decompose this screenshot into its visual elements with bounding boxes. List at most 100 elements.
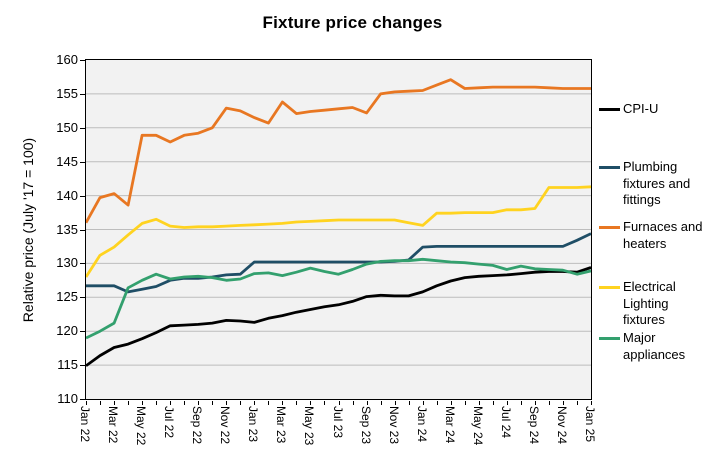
x-tick-mark-22 — [394, 401, 396, 405]
line-furnaces-heaters — [86, 78, 591, 224]
x-tick-label-sep-23: Sep 23 — [358, 406, 373, 445]
y-tick-label-160: 160 — [56, 52, 78, 67]
x-tick-mark-6 — [170, 401, 172, 405]
legend-label-furnaces-heaters: Furnaces and heaters — [623, 219, 703, 251]
x-tick-mark-34 — [562, 401, 564, 405]
y-tick-mark-130 — [80, 263, 85, 265]
x-tick-mark-14 — [282, 401, 284, 405]
x-tick-mark-21 — [380, 401, 382, 405]
x-tick-mark-26 — [450, 401, 452, 405]
y-tick-mark-140 — [80, 195, 85, 197]
x-tick-mark-33 — [548, 401, 550, 405]
x-tick-mark-4 — [142, 401, 144, 405]
x-tick-mark-28 — [478, 401, 480, 405]
y-axis-label: Relative price (July '17 = 100) — [20, 137, 36, 323]
x-tick-mark-15 — [296, 401, 298, 405]
y-tick-label-130: 130 — [56, 255, 78, 271]
x-tick-mark-13 — [268, 401, 270, 405]
x-tick-mark-29 — [492, 401, 494, 405]
y-tick-label-135: 135 — [56, 221, 78, 237]
x-tick-mark-1 — [100, 401, 102, 405]
legend-item-furnaces-heaters: Furnaces and heaters — [599, 219, 703, 252]
y-tick-label-120: 120 — [56, 323, 78, 339]
line-major-appliances — [86, 257, 591, 340]
x-tick-mark-36 — [591, 401, 592, 405]
y-tick-mark-120 — [80, 331, 85, 333]
x-tick-mark-3 — [128, 401, 130, 405]
x-tick-mark-20 — [366, 401, 368, 405]
y-tick-mark-125 — [80, 297, 85, 299]
x-tick-mark-19 — [352, 401, 354, 405]
y-tick-label-155: 155 — [56, 85, 78, 101]
x-tick-mark-23 — [408, 401, 410, 405]
x-tick-label-nov-24: Nov 24 — [554, 406, 569, 445]
x-tick-label-nov-23: Nov 23 — [386, 406, 401, 445]
x-tick-mark-11 — [240, 401, 242, 405]
x-tick-label-jan-22: Jan 22 — [78, 406, 92, 443]
x-tick-label-nov-22: Nov 22 — [218, 406, 233, 445]
x-tick-mark-27 — [464, 401, 466, 405]
y-tick-label-125: 125 — [56, 289, 78, 305]
line-electrical-lighting — [86, 185, 591, 278]
y-tick-mark-150 — [80, 127, 85, 129]
legend-swatch-electrical-lighting — [599, 286, 620, 289]
plot-area — [85, 59, 592, 400]
legend-label-electrical-lighting: Electrical Lighting fixtures — [623, 279, 676, 327]
x-tick-mark-8 — [198, 401, 200, 405]
legend-label-cpi-u: CPI-U — [623, 101, 659, 116]
x-tick-label-may-24: May 24 — [470, 406, 485, 446]
x-tick-mark-24 — [422, 401, 424, 405]
legend-swatch-furnaces-heaters — [599, 226, 620, 229]
y-tick-label-110: 110 — [57, 391, 78, 406]
x-tick-label-mar-23: Mar 23 — [274, 406, 289, 444]
x-tick-mark-30 — [506, 401, 508, 405]
x-tick-label-jan-23: Jan 23 — [246, 406, 261, 443]
y-tick-label-115: 115 — [57, 357, 78, 373]
legend-swatch-major-appliances — [599, 337, 620, 340]
y-tick-label-150: 150 — [56, 119, 78, 135]
y-tick-label-140: 140 — [56, 187, 78, 203]
x-tick-mark-5 — [156, 401, 158, 405]
x-tick-mark-0 — [86, 401, 87, 405]
legend-item-major-appliances: Major appliances — [599, 330, 703, 363]
x-tick-mark-18 — [338, 401, 340, 405]
x-tick-mark-16 — [310, 401, 312, 405]
y-tick-label-145: 145 — [56, 153, 78, 169]
legend-item-electrical-lighting: Electrical Lighting fixtures — [599, 279, 703, 329]
x-tick-label-jan-25: Jan 25 — [583, 406, 597, 443]
x-tick-label-mar-24: Mar 24 — [442, 406, 457, 444]
legend-label-plumbing-fixtures: Plumbing fixtures and fittings — [623, 159, 691, 207]
x-tick-label-may-23: May 23 — [302, 406, 317, 446]
x-tick-label-mar-22: Mar 22 — [106, 406, 121, 444]
line-plumbing-fixtures — [86, 232, 591, 294]
y-tick-mark-145 — [80, 161, 85, 163]
legend-swatch-plumbing-fixtures — [599, 166, 620, 169]
legend-label-major-appliances: Major appliances — [623, 330, 686, 362]
y-tick-mark-160 — [80, 60, 85, 61]
x-tick-label-sep-22: Sep 22 — [190, 406, 205, 445]
y-tick-mark-110 — [80, 399, 85, 400]
x-tick-mark-32 — [534, 401, 536, 405]
y-tick-mark-155 — [80, 93, 85, 95]
x-tick-mark-2 — [114, 401, 116, 405]
x-tick-mark-35 — [576, 401, 578, 405]
legend-swatch-cpi-u — [599, 108, 620, 111]
chart-title: Fixture price changes — [262, 13, 443, 32]
x-tick-mark-31 — [520, 401, 522, 405]
x-tick-label-jan-24: Jan 24 — [414, 406, 429, 443]
legend-item-plumbing-fixtures: Plumbing fixtures and fittings — [599, 159, 703, 209]
y-tick-mark-115 — [80, 365, 85, 367]
x-tick-label-jul-24: Jul 24 — [498, 406, 513, 439]
y-tick-mark-135 — [80, 229, 85, 231]
x-tick-mark-25 — [436, 401, 438, 405]
x-tick-label-jul-22: Jul 22 — [162, 406, 177, 439]
x-tick-mark-17 — [324, 401, 326, 405]
x-tick-label-jul-23: Jul 23 — [330, 406, 345, 439]
x-tick-label-sep-24: Sep 24 — [526, 406, 541, 445]
x-tick-label-may-22: May 22 — [134, 406, 149, 446]
x-tick-mark-7 — [184, 401, 186, 405]
line-cpi-u — [86, 266, 591, 367]
x-tick-mark-12 — [254, 401, 256, 405]
plot-svg — [86, 78, 591, 367]
